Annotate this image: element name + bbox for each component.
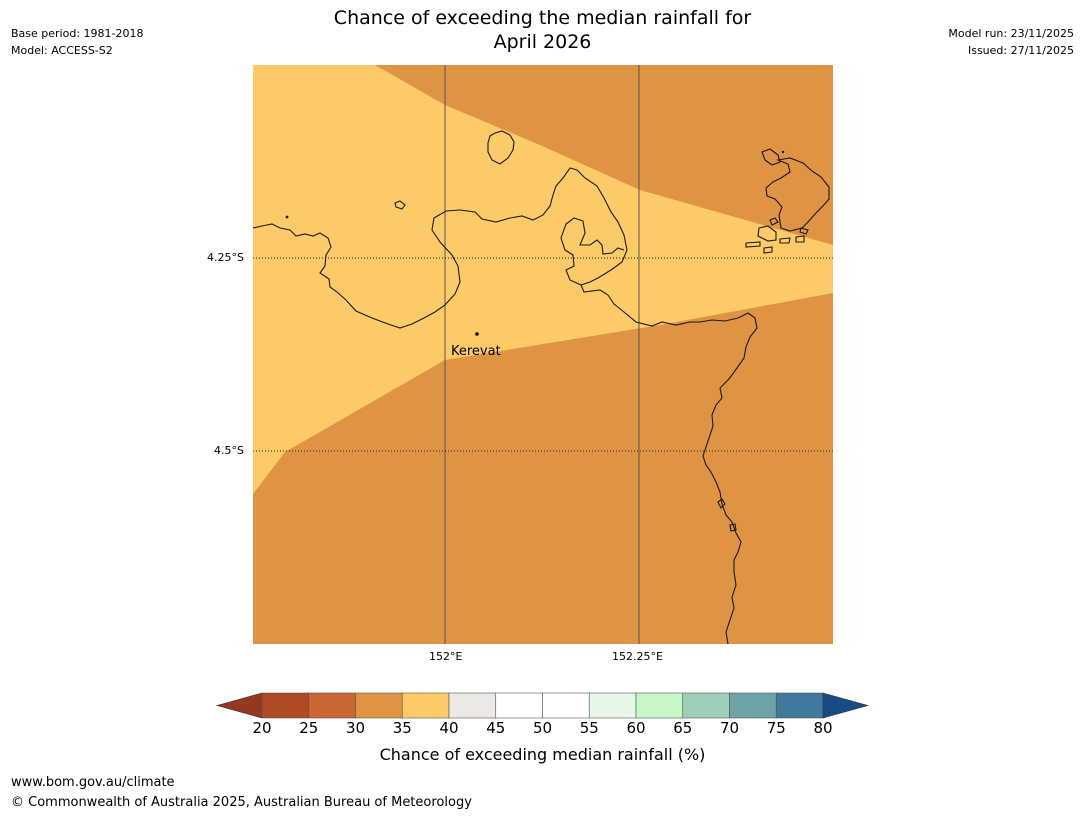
colorbar-tick-label: 45 [486, 719, 506, 737]
colorbar-cell [682, 692, 730, 719]
colorbar-tick-label: 70 [719, 719, 740, 737]
colorbar-cell [308, 692, 356, 719]
colorbar-tick-label: 75 [766, 719, 786, 737]
map-title: Chance of exceeding the median rainfall … [0, 6, 1085, 54]
colorbar-tick-label: 40 [439, 719, 459, 737]
colorbar-cell [542, 692, 590, 719]
colorbar-cell [635, 692, 684, 719]
lat-label-4-25: 4.25°S [207, 251, 244, 264]
place-label-kerevat: Kerevat [451, 344, 501, 359]
islet-dot [781, 150, 785, 154]
colorbar-label: Chance of exceeding median rainfall (%) [379, 745, 706, 764]
colorbar-tick-label: 25 [299, 719, 319, 737]
colorbar-cell [448, 692, 497, 719]
model-run: Model run: 23/11/2025 [948, 27, 1074, 40]
colorbar-cell [261, 692, 310, 719]
lon-label-152: 152°E [429, 650, 463, 663]
colorbar-tick-label: 35 [392, 719, 412, 737]
issued-date: Issued: 27/11/2025 [967, 44, 1074, 57]
colorbar-cell [588, 692, 637, 719]
footer-url: www.bom.gov.au/climate [11, 775, 175, 790]
title-line-1: Chance of exceeding the median rainfall … [333, 7, 752, 29]
coastline [253, 130, 830, 644]
meta-left: Base period: 1981-2018 Model: ACCESS-S2 [11, 25, 143, 59]
title-line-2: April 2026 [493, 31, 592, 53]
colorbar-tick-label: 20 [252, 719, 272, 737]
meta-right: Model run: 23/11/2025 Issued: 27/11/2025 [948, 25, 1074, 59]
colorbar-cell [401, 692, 450, 719]
model-name: Model: ACCESS-S2 [11, 44, 113, 57]
colorbar-cell [775, 692, 824, 719]
colorbar-over-arrow [822, 692, 870, 719]
colorbar-tick-label: 30 [345, 719, 366, 737]
colorbar-tick-label: 55 [579, 719, 599, 737]
lon-label-152-25: 152.25°E [612, 650, 663, 663]
colorbar-tick-label: 50 [532, 719, 553, 737]
footer-copyright: © Commonwealth of Australia 2025, Austra… [11, 795, 472, 810]
colorbar-tick-label: 60 [626, 719, 646, 737]
colorbar-tick-label: 80 [813, 719, 833, 737]
lat-label-4-5: 4.5°S [214, 444, 244, 457]
colorbar-under-arrow [215, 692, 263, 719]
kerevat-marker [475, 332, 479, 336]
region-35-40 [253, 65, 833, 494]
colorbar-cell [355, 692, 403, 719]
colorbar-cell [729, 692, 777, 719]
islet-dot [285, 215, 289, 219]
base-period: Base period: 1981-2018 [11, 27, 144, 40]
colorbar-tick-label: 65 [673, 719, 693, 737]
colorbar-cell [495, 692, 543, 719]
